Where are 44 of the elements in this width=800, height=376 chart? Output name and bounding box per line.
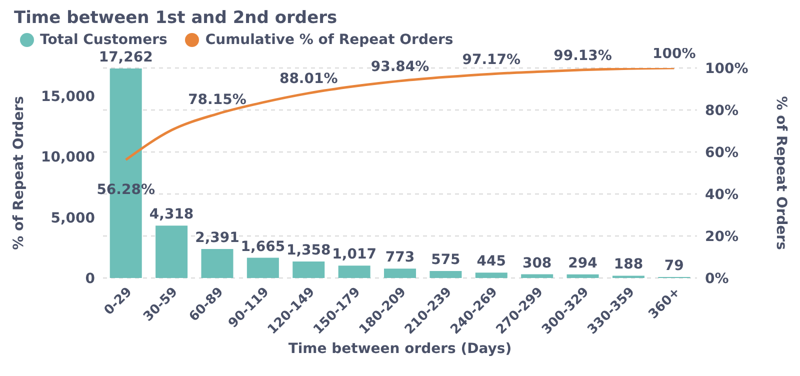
bar bbox=[338, 266, 370, 278]
y2-tick-label: 20% bbox=[705, 228, 739, 245]
data-label: 99.13% bbox=[554, 48, 612, 64]
bar bbox=[475, 272, 508, 278]
y2-axis-title: % of Repeat Orders bbox=[773, 96, 790, 250]
y2-tick-label: 60% bbox=[705, 144, 739, 161]
data-label: 445 bbox=[476, 254, 506, 270]
data-label: 1,665 bbox=[240, 238, 286, 255]
data-label: 188 bbox=[614, 256, 644, 273]
y-tick-label: 15,000 bbox=[40, 88, 96, 105]
data-label: 773 bbox=[385, 250, 415, 266]
data-label: 4,318 bbox=[149, 206, 194, 223]
data-label: 575 bbox=[431, 252, 460, 268]
chart-title: Time between 1st and 2nd orders bbox=[14, 8, 338, 28]
data-label: 97.17% bbox=[462, 52, 521, 68]
y-tick-label: 5,000 bbox=[50, 210, 96, 226]
bar bbox=[246, 258, 279, 278]
x-axis-title: Time between orders (Days) bbox=[288, 341, 512, 357]
data-label: 79 bbox=[664, 258, 684, 274]
bar bbox=[156, 226, 188, 278]
data-label: 2,391 bbox=[195, 230, 240, 246]
y2-tick-label: 0% bbox=[705, 270, 729, 287]
legend-label: Cumulative % of Repeat Orders bbox=[205, 32, 454, 48]
data-label: 294 bbox=[568, 255, 598, 272]
legend-label: Total Customers bbox=[40, 32, 168, 48]
y-tick-label: 10,000 bbox=[40, 150, 96, 166]
data-label: 1,017 bbox=[332, 246, 376, 263]
y2-tick-label: 80% bbox=[705, 102, 739, 119]
bar bbox=[201, 248, 234, 278]
y2-tick-label: 40% bbox=[705, 186, 739, 203]
data-label: 93.84% bbox=[370, 58, 430, 75]
y-tick-label: 0 bbox=[85, 270, 96, 287]
y-axis-title: % of Repeat Orders bbox=[10, 96, 27, 250]
data-label: 1,358 bbox=[286, 242, 331, 259]
y2-tick-label: 100% bbox=[705, 60, 748, 77]
bar bbox=[566, 274, 599, 278]
bar bbox=[430, 271, 462, 278]
bar bbox=[521, 274, 554, 278]
data-label: 17,262 bbox=[98, 49, 153, 66]
data-label: 88.01% bbox=[279, 71, 338, 88]
bar bbox=[292, 262, 325, 278]
bar bbox=[384, 268, 416, 278]
data-label: 308 bbox=[522, 255, 552, 272]
data-label: 78.15% bbox=[188, 92, 246, 108]
